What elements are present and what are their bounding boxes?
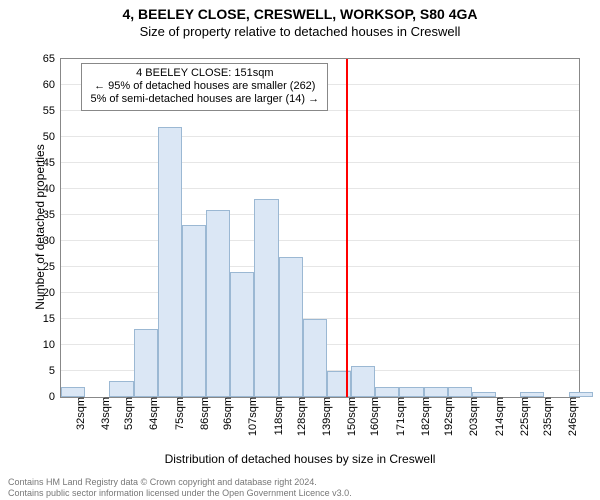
x-tick-label: 192sqm (441, 397, 455, 436)
annotation-line-2: ← 95% of detached houses are smaller (26… (90, 80, 319, 93)
histogram-bar (448, 387, 472, 397)
x-tick-label: 75sqm (172, 397, 186, 430)
x-tick-label: 43sqm (98, 397, 112, 430)
x-tick-label: 64sqm (146, 397, 160, 430)
x-tick-label: 118sqm (271, 397, 285, 435)
histogram-bar (303, 319, 327, 397)
chart-title-description: Size of property relative to detached ho… (0, 22, 600, 39)
y-tick-label: 65 (43, 53, 61, 65)
histogram-bar (351, 366, 375, 397)
gridline (61, 266, 579, 267)
y-tick-label: 0 (49, 391, 61, 403)
x-tick-label: 53sqm (121, 397, 135, 430)
x-tick-label: 96sqm (220, 397, 234, 430)
gridline (61, 136, 579, 137)
x-tick-label: 150sqm (344, 397, 358, 436)
x-tick-label: 107sqm (245, 397, 259, 436)
histogram-bar (206, 210, 230, 397)
annotation-line-3: 5% of semi-detached houses are larger (1… (90, 93, 319, 106)
x-tick-label: 32sqm (73, 397, 87, 430)
footer-line-1: Contains HM Land Registry data © Crown c… (8, 477, 352, 488)
chart-plot-area: 4 BEELEY CLOSE: 151sqm ← 95% of detached… (60, 58, 580, 398)
gridline (61, 214, 579, 215)
histogram-bar (134, 329, 158, 397)
gridline (61, 292, 579, 293)
x-tick-label: 182sqm (418, 397, 432, 436)
x-tick-label: 203sqm (466, 397, 480, 436)
histogram-bar (61, 387, 85, 397)
y-axis-label: Number of detached properties (33, 127, 47, 327)
annotation-line-1: 4 BEELEY CLOSE: 151sqm (90, 67, 319, 80)
histogram-bar (279, 257, 303, 397)
histogram-bar (182, 225, 206, 397)
x-tick-label: 235sqm (540, 397, 554, 436)
x-axis-label: Distribution of detached houses by size … (0, 452, 600, 466)
y-tick-label: 5 (49, 365, 61, 377)
chart-annotation-box: 4 BEELEY CLOSE: 151sqm ← 95% of detached… (81, 63, 328, 111)
reference-line (346, 59, 348, 397)
x-tick-label: 214sqm (492, 397, 506, 436)
chart-title-address: 4, BEELEY CLOSE, CRESWELL, WORKSOP, S80 … (0, 0, 600, 22)
y-tick-label: 60 (43, 79, 61, 91)
x-tick-label: 160sqm (367, 397, 381, 436)
histogram-bar (109, 381, 133, 397)
histogram-bar (230, 272, 254, 397)
y-tick-label: 55 (43, 105, 61, 117)
x-tick-label: 128sqm (294, 397, 308, 436)
histogram-bar (424, 387, 448, 397)
x-tick-label: 225sqm (517, 397, 531, 436)
x-tick-label: 86sqm (197, 397, 211, 430)
histogram-bar (399, 387, 423, 397)
gridline (61, 162, 579, 163)
x-tick-label: 246sqm (565, 397, 579, 436)
gridline (61, 188, 579, 189)
chart-container: 4, BEELEY CLOSE, CRESWELL, WORKSOP, S80 … (0, 0, 600, 500)
x-tick-label: 171sqm (393, 397, 407, 436)
histogram-bar (254, 199, 278, 397)
footer-attribution: Contains HM Land Registry data © Crown c… (8, 477, 352, 499)
y-tick-label: 10 (43, 339, 61, 351)
gridline (61, 240, 579, 241)
footer-line-2: Contains public sector information licen… (8, 488, 352, 499)
histogram-bar (375, 387, 399, 397)
x-tick-label: 139sqm (319, 397, 333, 436)
histogram-bar (158, 127, 182, 397)
